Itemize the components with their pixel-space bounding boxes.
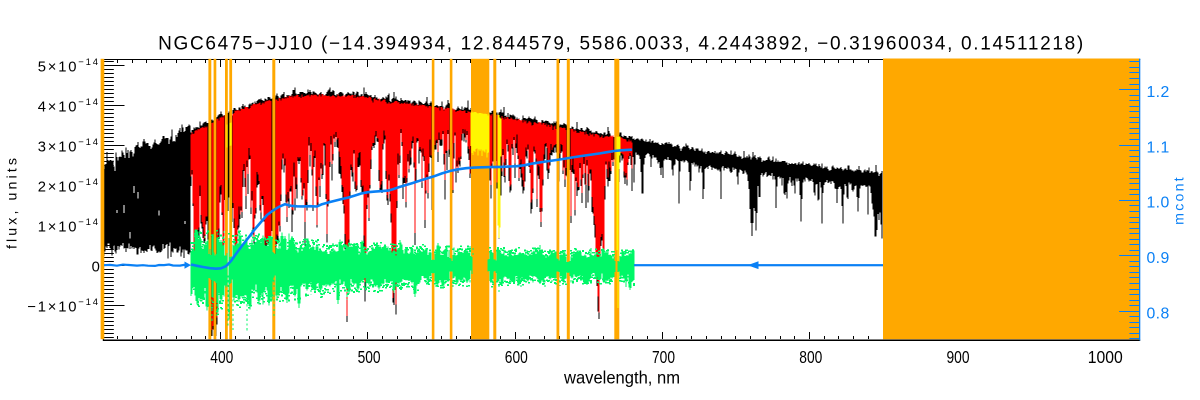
svg-text:0: 0: [92, 259, 100, 275]
svg-text:wavelength, nm: wavelength, nm: [563, 368, 680, 388]
svg-text:4×10−14: 4×10−14: [38, 97, 100, 116]
svg-text:2×10−14: 2×10−14: [38, 177, 100, 196]
svg-text:−1×10−14: −1×10−14: [27, 297, 100, 316]
svg-text:1000: 1000: [1088, 347, 1123, 367]
svg-text:NGC6475−JJ10 (−14.394934, 1: NGC6475−JJ10 (−14.394934, 12.844579, 558…: [158, 34, 1085, 55]
svg-text:400: 400: [210, 347, 233, 367]
svg-text:900: 900: [947, 347, 970, 367]
svg-text:0.9: 0.9: [1147, 250, 1170, 267]
svg-text:1.0: 1.0: [1147, 195, 1170, 212]
svg-text:800: 800: [799, 347, 822, 367]
svg-text:3×10−14: 3×10−14: [38, 137, 100, 156]
svg-text:flux, units: flux, units: [5, 155, 21, 249]
svg-text:1×10−14: 1×10−14: [38, 217, 100, 236]
svg-text:1.1: 1.1: [1147, 139, 1170, 156]
svg-text:1.2: 1.2: [1147, 84, 1170, 101]
svg-text:5×10−14: 5×10−14: [38, 57, 100, 76]
svg-text:mcont: mcont: [1172, 175, 1188, 225]
svg-text:500: 500: [358, 347, 381, 367]
svg-text:600: 600: [505, 347, 528, 367]
svg-text:0.8: 0.8: [1147, 306, 1170, 323]
svg-text:700: 700: [652, 347, 675, 367]
